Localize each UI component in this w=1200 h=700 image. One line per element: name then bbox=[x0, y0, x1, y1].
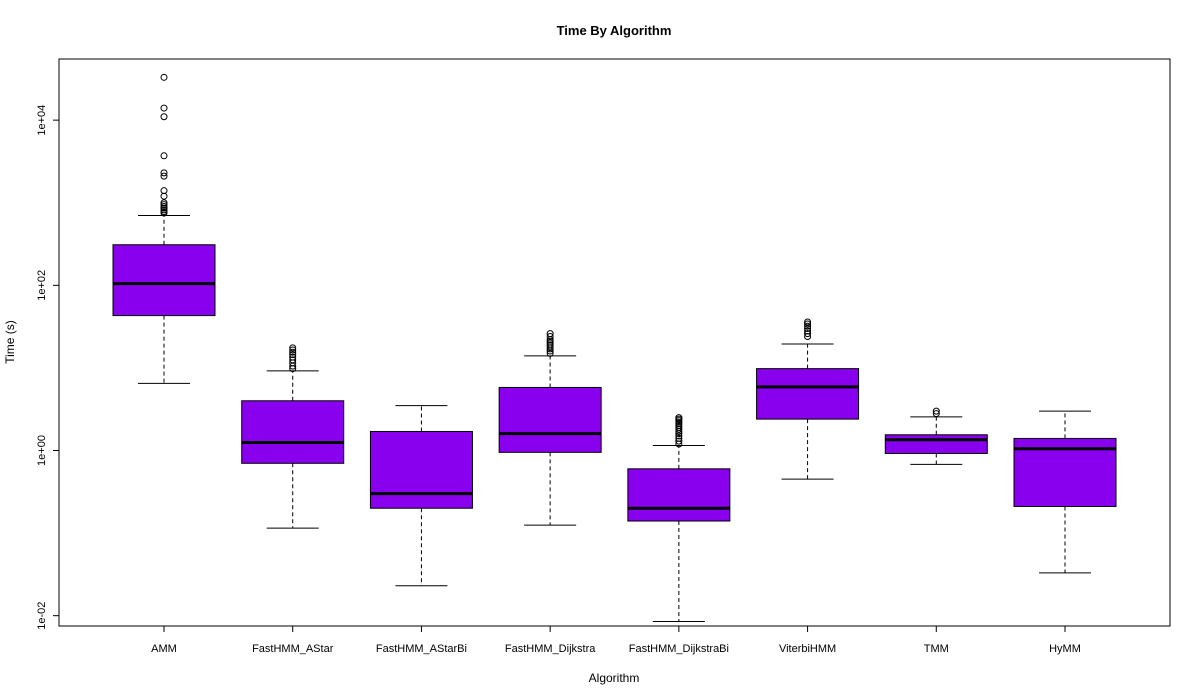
outlier-point bbox=[932, 410, 940, 418]
iqr-box bbox=[756, 368, 860, 420]
outlier-point bbox=[289, 348, 297, 356]
x-tick-label: FastHMM_AStar bbox=[252, 643, 334, 655]
outlier-point bbox=[160, 199, 168, 207]
outlier-point bbox=[289, 353, 297, 361]
outlier-point bbox=[160, 152, 168, 160]
y-tick-label: 1e-02 bbox=[36, 602, 48, 630]
outlier-point bbox=[546, 349, 554, 357]
iqr-box bbox=[627, 468, 731, 522]
outlier-point bbox=[804, 322, 812, 330]
x-axis: AMM FastHMM_AStar FastHMM_AStarBi FastHMM_D… bbox=[151, 626, 1081, 655]
y-axis-label: Time (s) bbox=[3, 320, 17, 364]
outlier-point bbox=[804, 320, 812, 328]
outlier-point bbox=[675, 437, 683, 445]
plot-frame bbox=[58, 58, 1171, 627]
iqr-box bbox=[241, 400, 345, 464]
x-tick-label: AMM bbox=[151, 643, 177, 655]
box-hymm bbox=[1013, 410, 1117, 574]
outlier-point bbox=[675, 432, 683, 440]
box-fasthmm-dijkstra bbox=[498, 330, 602, 526]
box-amm bbox=[112, 73, 216, 384]
y-tick-label: 1e+00 bbox=[36, 435, 48, 466]
outlier-point bbox=[160, 113, 168, 121]
box-fasthmm-astarbi bbox=[369, 405, 473, 587]
outlier-point bbox=[804, 325, 812, 333]
y-tick-label: 1e+04 bbox=[36, 105, 48, 136]
outlier-point bbox=[675, 414, 683, 422]
outlier-point bbox=[675, 434, 683, 442]
outlier-point bbox=[160, 192, 168, 200]
box-viterbihmm bbox=[756, 318, 860, 480]
box-fasthmm-dijkstrabi bbox=[627, 414, 731, 623]
outlier-point bbox=[289, 344, 297, 352]
box-tmm bbox=[884, 407, 988, 465]
outlier-point bbox=[160, 172, 168, 180]
x-tick-label: FastHMM_DijkstraBi bbox=[629, 643, 729, 655]
chart-title: Time By Algorithm bbox=[557, 23, 672, 38]
outlier-point bbox=[160, 73, 168, 81]
outlier-point bbox=[289, 346, 297, 354]
outlier-point bbox=[289, 356, 297, 364]
iqr-box bbox=[498, 386, 602, 453]
x-tick-label: TMM bbox=[924, 643, 949, 655]
iqr-box bbox=[884, 434, 988, 454]
y-tick-label: 1e+02 bbox=[36, 270, 48, 301]
outlier-point bbox=[804, 330, 812, 338]
x-axis-label: Algorithm bbox=[589, 671, 640, 685]
outlier-point bbox=[160, 104, 168, 112]
outlier-point bbox=[289, 351, 297, 359]
iqr-box bbox=[112, 244, 216, 317]
x-tick-label: ViterbiHMM bbox=[779, 643, 836, 655]
outlier-point bbox=[932, 407, 940, 415]
x-tick-label: FastHMM_AStarBi bbox=[376, 643, 467, 655]
outlier-point bbox=[160, 169, 168, 177]
boxes-group bbox=[112, 73, 1117, 623]
outlier-point bbox=[675, 423, 683, 431]
iqr-box bbox=[369, 430, 473, 509]
x-tick-label: HyMM bbox=[1049, 643, 1081, 655]
y-axis: 1e-02 1e+00 1e+02 1e+04 bbox=[36, 105, 59, 630]
outlier-point bbox=[804, 318, 812, 326]
box-fasthmm-astar bbox=[241, 344, 345, 529]
x-tick-label: FastHMM_Dijkstra bbox=[505, 643, 596, 655]
outlier-point bbox=[804, 327, 812, 335]
outlier-point bbox=[160, 209, 168, 217]
outlier-point bbox=[160, 201, 168, 209]
outlier-point bbox=[546, 330, 554, 338]
outlier-point bbox=[546, 341, 554, 349]
outlier-point bbox=[546, 333, 554, 341]
